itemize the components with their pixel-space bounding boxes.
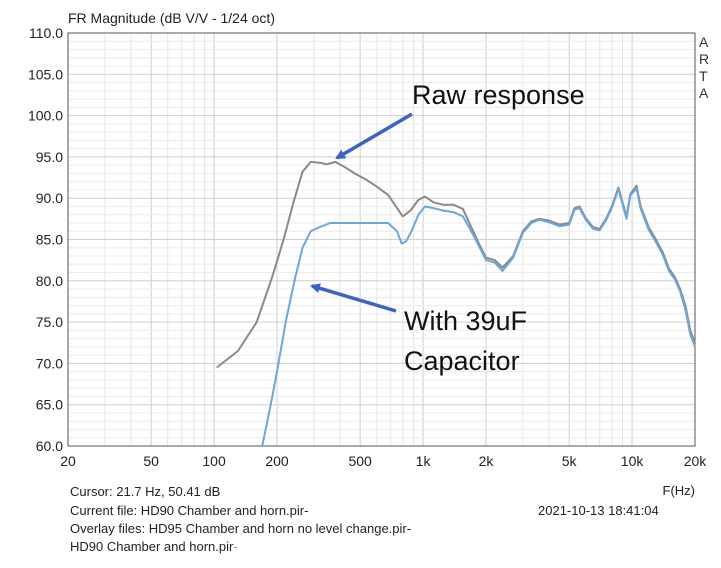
- capacitor-label-line: With 39uF: [404, 306, 527, 336]
- x-tick-label: 20: [60, 453, 76, 469]
- y-tick-label: 70.0: [36, 355, 63, 371]
- overlay-file-2-suffix: -: [233, 539, 238, 554]
- y-tick-label: 100.0: [28, 108, 63, 124]
- x-tick-label: 20k: [684, 453, 708, 469]
- y-tick-label: 85.0: [36, 232, 63, 248]
- x-tick-label: 50: [143, 453, 159, 469]
- x-tick-label: 200: [265, 453, 289, 469]
- x-axis-labels: 20 50 100 200 500 1k 2k 5k 10k 20k: [60, 453, 707, 469]
- chart-title: FR Magnitude (dB V/V - 1/24 oct): [68, 10, 275, 26]
- y-tick-label: 60.0: [36, 438, 63, 454]
- x-tick-label: 10k: [621, 453, 645, 469]
- x-tick-label: 5k: [562, 453, 578, 469]
- y-tick-label: 95.0: [36, 149, 63, 165]
- x-tick-label: 1k: [416, 453, 432, 469]
- overlay-file-2: HD90 Chamber and horn.pir-: [70, 539, 238, 554]
- grid: [68, 33, 695, 446]
- series-lines: [216, 160, 696, 447]
- series-line-cap39: [261, 187, 696, 447]
- overlay-files: Overlay files: HD95 Chamber and horn no …: [70, 521, 412, 536]
- current-file: Current file: HD90 Chamber and horn.pir-: [70, 503, 309, 518]
- y-tick-label: 90.0: [36, 190, 63, 206]
- x-tick-label: 100: [202, 453, 226, 469]
- capacitor-label-line: Capacitor: [404, 346, 520, 376]
- capacitor-arrow: [309, 283, 397, 313]
- y-tick-label: 110.0: [29, 25, 63, 41]
- overlay-file-2-name: HD90 Chamber and horn.pir: [70, 539, 234, 554]
- y-tick-label: 105.0: [28, 66, 63, 82]
- timestamp: 2021-10-13 18:41:04: [538, 503, 659, 518]
- arta-letter: A: [699, 85, 709, 101]
- plot-frame: [67, 32, 696, 447]
- arta-letter: A: [699, 34, 709, 50]
- x-tick-label: 2k: [479, 453, 495, 469]
- annotations: Raw response With 39uF Capacitor: [309, 80, 585, 376]
- raw-response-label: Raw response: [412, 80, 585, 110]
- y-axis-labels: 60.0 65.0 70.0 75.0 80.0 85.0 90.0 95.0 100.0 105…: [28, 25, 63, 454]
- arta-letter: R: [699, 51, 710, 67]
- x-axis-label: F(Hz): [663, 483, 696, 498]
- x-tick-label: 500: [348, 453, 372, 469]
- cursor-readout: Cursor: 21.7 Hz, 50.41 dB: [70, 484, 221, 499]
- raw-response-arrow: [335, 112, 413, 160]
- y-tick-label: 80.0: [36, 273, 63, 289]
- arta-letter: T: [699, 68, 708, 84]
- y-tick-label: 65.0: [36, 397, 63, 413]
- y-tick-label: 75.0: [36, 314, 63, 330]
